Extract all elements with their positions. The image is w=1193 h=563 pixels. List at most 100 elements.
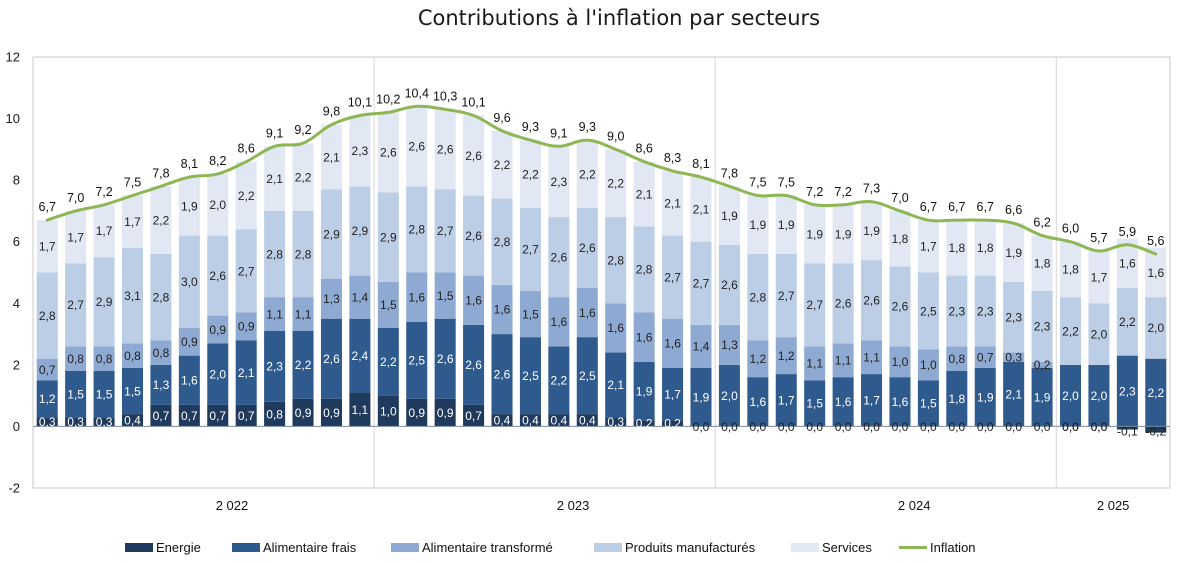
- inflation-label: 9,0: [607, 129, 624, 143]
- bar-segment-label: 0,3: [607, 415, 624, 429]
- bar-segment: [178, 177, 200, 236]
- bar-segment: [832, 343, 854, 378]
- bar-segment: [832, 377, 854, 427]
- bar-segment: [576, 140, 598, 208]
- bar-segment: [804, 204, 826, 264]
- bar-segment: [36, 417, 58, 427]
- bar-segment-label: 1,5: [920, 397, 937, 411]
- bar-segment-label: 1,7: [863, 394, 880, 408]
- bar-segment: [889, 210, 911, 267]
- bar-segment: [576, 287, 598, 338]
- bar-segment-label: 2,2: [522, 167, 539, 181]
- legend-label: Inflation: [930, 540, 976, 555]
- legend-item: Alimentaire transformé: [391, 540, 553, 555]
- chart-title: Contributions à l'inflation par secteurs: [418, 6, 820, 30]
- inflation-label: 10,3: [433, 89, 457, 103]
- bar-segment: [93, 417, 115, 427]
- bar-segment-label: 2,5: [408, 354, 425, 368]
- bar-segment-label: 1,6: [835, 395, 852, 409]
- inflation-label: 6,2: [1033, 216, 1050, 230]
- bar-segment: [150, 364, 172, 405]
- bar-segment-label: 0,7: [465, 409, 482, 423]
- bar-segment-label: 2,2: [238, 189, 255, 203]
- legend-item: Produits manufacturés: [594, 540, 756, 555]
- bar-segment-label: 2,0: [209, 367, 226, 381]
- bar-segment-label: 0,4: [551, 414, 568, 428]
- bar-segment-label: 1,8: [948, 392, 965, 406]
- bar-segment: [434, 272, 456, 319]
- bar-segment-label: 2,6: [835, 297, 852, 311]
- inflation-label: 8,1: [181, 157, 198, 171]
- bar-segment-label: 0,9: [295, 406, 312, 420]
- bar-segment-label: 2,9: [352, 224, 369, 238]
- bar-segment: [1145, 358, 1167, 427]
- bar-segment-label: 2,8: [607, 253, 624, 267]
- bar-segment: [576, 207, 598, 288]
- inflation-label: 6,0: [1062, 222, 1079, 236]
- bar-segment: [1059, 241, 1082, 298]
- plot-frame: [32, 56, 1171, 489]
- bar-segment-label: 2,6: [892, 300, 909, 314]
- bar-segment: [1088, 250, 1110, 304]
- bar-segment: [832, 204, 854, 264]
- legend-swatch: [232, 543, 260, 552]
- inflation-label: 8,2: [209, 154, 226, 168]
- bar-segment: [974, 346, 996, 368]
- plot-area: -2 0 2 4 6 8 10 12 0,3 0,3 0,3 0,4 0,7 0,7 0,7 0,7 0,8 0,…: [6, 50, 1171, 513]
- bar-segment: [576, 414, 598, 427]
- inflation-label: 5,7: [1090, 231, 1107, 245]
- bar-segment: [690, 324, 712, 368]
- inflation-label: 7,5: [124, 176, 141, 190]
- bar-segment-label: 2,3: [1005, 310, 1022, 324]
- bar-segment-label: 1,9: [778, 218, 795, 232]
- bar-segment-label: 0,8: [67, 352, 84, 366]
- bar-segment-label: 0,0: [920, 420, 937, 434]
- bar-segment-label: 2,2: [295, 358, 312, 372]
- bar-segment: [889, 346, 911, 378]
- bar-segment-label: 0,0: [948, 420, 965, 434]
- bar-segment: [548, 414, 570, 427]
- bar-segment-label: 2,7: [67, 298, 84, 312]
- bar-segment-label: 1,9: [835, 227, 852, 241]
- bar-segment-label: 1,9: [721, 209, 738, 223]
- bar-segment-label: 0,9: [238, 320, 255, 334]
- bar-segment-label: 0,0: [835, 420, 852, 434]
- bar-segment-label: 1,2: [778, 349, 795, 363]
- bar-segment-label: 0,0: [863, 420, 880, 434]
- bar-segment-label: 1,2: [749, 352, 766, 366]
- bar-segment-label: 0,2: [636, 417, 653, 431]
- bar-segment-label: 0,7: [181, 409, 198, 423]
- bar-segment: [548, 146, 570, 218]
- bar-segment: [1059, 364, 1082, 427]
- inflation-label: 8,1: [692, 157, 709, 171]
- bar-segment-label: 2,3: [551, 175, 568, 189]
- y-tick-label: 2: [13, 357, 20, 372]
- inflation-label: 9,6: [493, 111, 510, 125]
- bar-segment: [974, 275, 996, 347]
- bar-segment: [178, 327, 200, 356]
- bar-segment-label: 0,7: [977, 350, 994, 364]
- bar-segment: [36, 358, 58, 381]
- bar-segment-label: 1,7: [778, 394, 795, 408]
- bar-segment-label: 2,6: [465, 149, 482, 163]
- bar-segment-label: 2,7: [778, 289, 795, 303]
- bar-segment-label: 1,3: [153, 378, 170, 392]
- bar-segment-label: 1,7: [920, 240, 937, 254]
- bar-segment-label: 1,6: [408, 290, 425, 304]
- bar-segment-label: 2,1: [323, 150, 340, 164]
- bar-segment-label: 1,4: [352, 290, 369, 304]
- bar-segment-label: 2,0: [1062, 389, 1079, 403]
- bar-segment-label: 2,8: [39, 309, 56, 323]
- bar-segment: [292, 398, 314, 427]
- bar-segment-label: 0,0: [1091, 420, 1108, 434]
- inflation-label: 7,8: [721, 166, 738, 180]
- bar-segment-label: 0,8: [96, 352, 113, 366]
- bar-segment-label: 0,0: [977, 420, 994, 434]
- bar-segment: [861, 340, 883, 375]
- bar-segment: [1088, 303, 1110, 365]
- inflation-label: 7,0: [67, 191, 84, 205]
- bar-segment: [377, 192, 399, 282]
- bar-segment: [662, 170, 684, 236]
- bar-segment-label: 1,6: [664, 337, 681, 351]
